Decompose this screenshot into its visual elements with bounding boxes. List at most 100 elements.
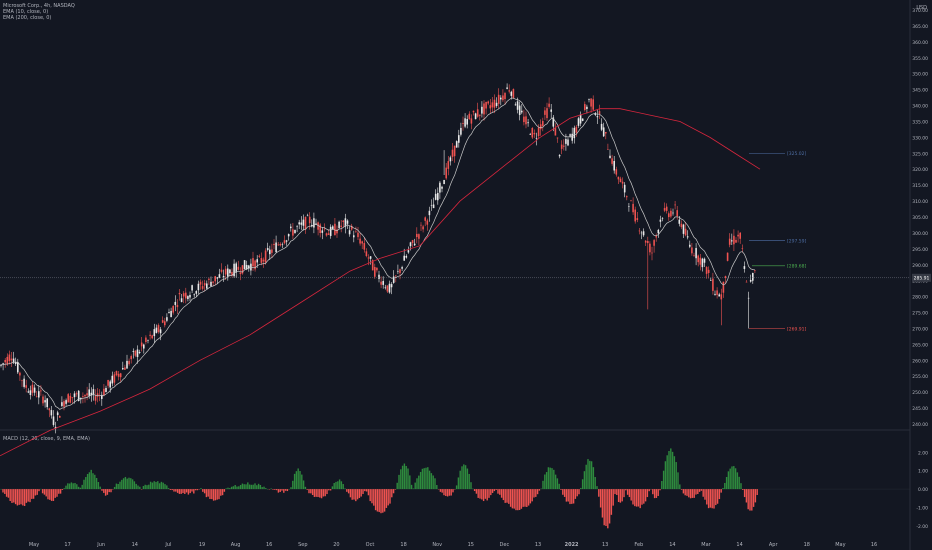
macd-bar	[301, 474, 303, 490]
candle-body	[56, 412, 59, 416]
candle-body	[575, 126, 578, 133]
macd-bar	[724, 482, 726, 490]
macd-bar	[369, 489, 371, 502]
candle-body	[651, 252, 653, 254]
candle-body	[676, 210, 678, 217]
macd-bar	[351, 489, 353, 500]
time-tick-label: Aug	[231, 542, 241, 548]
candle-body	[695, 248, 697, 259]
candle-body	[741, 248, 744, 249]
candle-body	[476, 109, 479, 117]
candle-body	[164, 321, 166, 326]
macd-bar	[711, 489, 713, 509]
macd-bar	[756, 489, 758, 496]
macd-bar	[218, 489, 220, 500]
last-price-tag	[912, 273, 931, 282]
macd-bar	[223, 489, 226, 492]
macd-bar	[292, 480, 294, 490]
price-tick-label: 240.00	[912, 422, 928, 428]
macd-tick-label: -1.00	[916, 505, 928, 511]
macd-bar	[436, 485, 438, 490]
candle-body	[59, 415, 61, 418]
candle-body	[485, 101, 487, 109]
candle-body	[174, 301, 177, 305]
candle-body	[220, 269, 223, 272]
macd-bar	[65, 485, 67, 490]
candle-body	[432, 204, 435, 209]
macd-bar	[85, 477, 87, 490]
macd-bar	[38, 489, 40, 492]
macd-bar	[482, 489, 485, 502]
candle-body	[111, 375, 114, 384]
macd-bar	[374, 489, 377, 511]
candle-body	[197, 283, 200, 291]
macd-bar	[644, 489, 647, 502]
candle-body	[382, 281, 384, 285]
macd-bar	[122, 478, 125, 490]
candle-body	[590, 98, 592, 107]
macd-bar	[56, 489, 58, 497]
macd-bar	[729, 468, 731, 490]
candle-body	[548, 103, 550, 107]
macd-bar	[236, 486, 238, 490]
price-tick-label: 250.00	[912, 390, 928, 396]
macd-bar	[322, 489, 325, 497]
macd-bar	[484, 489, 487, 499]
macd-bar	[319, 489, 321, 498]
macd-bar	[5, 489, 8, 497]
candle-body	[25, 385, 27, 388]
candle-body	[449, 157, 452, 162]
macd-bar	[86, 473, 89, 490]
macd-bar	[671, 451, 674, 490]
candle-body	[340, 225, 342, 227]
macd-bar	[563, 489, 566, 497]
candle-body	[245, 264, 248, 270]
candle-body	[550, 109, 552, 112]
candle-body	[224, 268, 227, 275]
macd-bar	[302, 480, 305, 490]
candle-body	[680, 223, 683, 228]
macd-bar	[448, 489, 451, 496]
candle-body	[718, 294, 720, 297]
macd-bar	[333, 483, 335, 490]
macd-bar	[97, 482, 100, 490]
macd-bar	[293, 473, 296, 490]
candle-body	[403, 255, 405, 261]
candle-body	[63, 401, 65, 407]
macd-bar	[655, 489, 658, 498]
macd-bar	[684, 489, 686, 496]
macd-bar	[4, 489, 6, 494]
macd-bar	[313, 489, 316, 497]
candle-body	[743, 266, 746, 269]
macd-bar	[632, 489, 634, 505]
candle-body	[218, 274, 221, 278]
candle-body	[29, 390, 32, 395]
macd-bar	[157, 481, 159, 490]
macd-bar	[747, 489, 749, 510]
candle-body	[40, 390, 42, 392]
candle-body	[371, 260, 374, 271]
macd-bar	[45, 489, 47, 497]
candle-body	[241, 265, 244, 274]
candle-body	[437, 192, 439, 201]
candle-body	[189, 294, 191, 298]
macd-bar	[337, 481, 339, 490]
candle-body	[479, 114, 481, 116]
macd-bar	[121, 479, 123, 490]
macd-bar	[259, 484, 262, 490]
candle-body	[210, 281, 212, 287]
macd-bar	[545, 472, 548, 490]
candle-body	[19, 372, 21, 376]
macd-bar	[391, 489, 393, 498]
symbol-title: Microsoft Corp., 4h, NASDAQ	[3, 3, 75, 9]
macd-bar	[553, 469, 555, 490]
macd-bar	[295, 471, 298, 490]
macd-bar	[203, 489, 206, 494]
candle-body	[71, 397, 74, 399]
macd-bar	[178, 489, 181, 494]
candle-body	[567, 139, 569, 146]
macd-bar	[128, 477, 130, 490]
macd-bar	[193, 489, 195, 494]
candle-body	[33, 387, 36, 393]
